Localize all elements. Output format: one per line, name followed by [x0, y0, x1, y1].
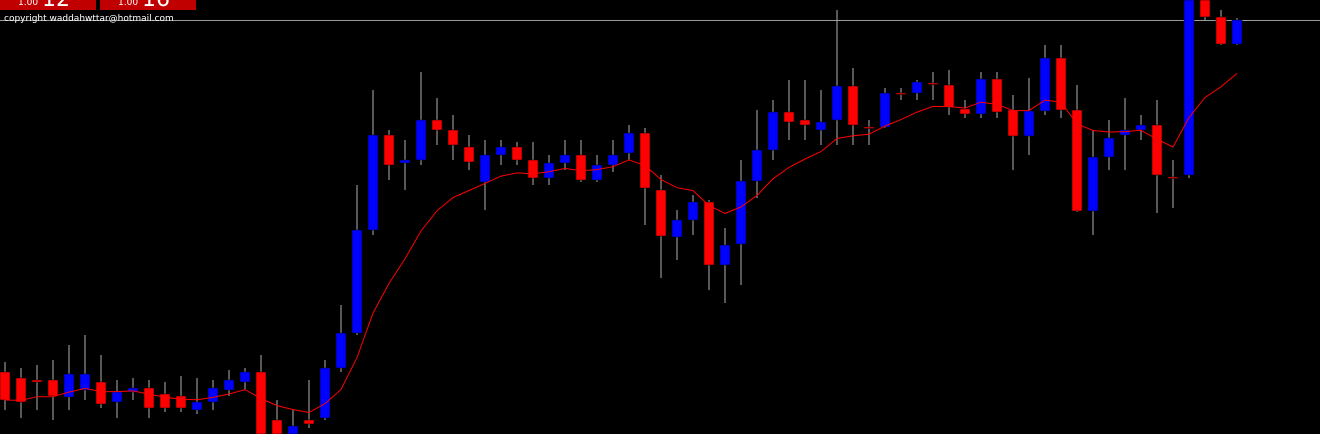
candle-body — [511, 146, 523, 161]
candle-body — [1039, 57, 1051, 112]
candle-body — [47, 379, 59, 397]
candle-body — [1167, 176, 1179, 179]
candle-body — [1199, 0, 1211, 18]
candle-body — [63, 373, 75, 398]
candle-body — [991, 78, 1003, 113]
candle-body — [607, 154, 619, 166]
moving-average — [4, 73, 1238, 414]
candle-body — [799, 119, 811, 126]
candle-body — [207, 387, 219, 403]
candle-body — [975, 78, 987, 115]
box-value: 12 — [42, 0, 70, 12]
candle-body — [1055, 57, 1067, 111]
candle-body — [655, 189, 667, 237]
candle-body — [783, 111, 795, 123]
candle-body — [415, 119, 427, 161]
candle-body — [383, 134, 395, 166]
candle-body — [1071, 109, 1083, 212]
box-label: 1.00 — [18, 0, 38, 8]
candle-body — [175, 395, 187, 409]
candle-body — [15, 377, 27, 403]
candle-body — [479, 154, 491, 183]
candle-body — [847, 85, 859, 126]
candle-body — [111, 391, 123, 403]
candle-body — [191, 401, 203, 411]
header-box — [100, 0, 196, 10]
candle-body — [1135, 124, 1147, 131]
candle-body — [127, 387, 139, 393]
candle-body — [431, 119, 443, 131]
candle-body — [447, 129, 459, 146]
candle-body — [863, 126, 875, 129]
candle-body — [159, 393, 171, 409]
candle-body — [335, 332, 347, 369]
candle-body — [1007, 109, 1019, 137]
box-label: 1.00 — [118, 0, 138, 8]
candle-body — [1231, 19, 1243, 45]
candle-body — [559, 154, 571, 164]
candle-body — [1119, 129, 1131, 136]
candle-body — [911, 81, 923, 94]
candle-body — [751, 149, 763, 182]
candle-body — [527, 159, 539, 179]
candle-body — [639, 132, 651, 189]
candle-body — [31, 379, 43, 383]
candle-body — [1183, 0, 1195, 176]
candle-body — [319, 367, 331, 419]
candle-body — [271, 419, 283, 434]
candle-body — [1087, 156, 1099, 212]
candle-body — [255, 371, 267, 434]
candle-body — [735, 180, 747, 245]
candle-body — [719, 244, 731, 266]
candle-body — [1151, 124, 1163, 176]
candle-body — [399, 159, 411, 164]
candle-body — [239, 371, 251, 383]
candle-body — [815, 121, 827, 131]
candle-body — [575, 154, 587, 181]
candle-body — [351, 229, 363, 334]
box-value: 16 — [142, 0, 170, 12]
candle-body — [143, 387, 155, 409]
candle-body — [303, 419, 315, 425]
candle-body — [1103, 137, 1115, 158]
candle-body — [95, 381, 107, 405]
candle-body — [223, 379, 235, 391]
candle-body — [927, 82, 939, 85]
candle-body — [287, 425, 299, 434]
copyright: copyright waddahwttar@hotmail.com — [4, 14, 174, 24]
candle-body — [831, 85, 843, 121]
plot — [0, 0, 1243, 434]
candle-body — [463, 146, 475, 163]
candle-body — [895, 92, 907, 95]
candle-body — [591, 164, 603, 181]
candle-body — [0, 371, 11, 401]
candle-body — [959, 108, 971, 115]
candle-body — [703, 201, 715, 266]
candle-body — [767, 111, 779, 151]
header-box — [0, 0, 96, 10]
candle-body — [879, 92, 891, 128]
candle-body — [943, 84, 955, 108]
candle-body — [1215, 16, 1227, 45]
candle-body — [671, 219, 683, 238]
candle-body — [495, 146, 507, 156]
candle-body — [79, 373, 91, 391]
candle-body — [1023, 110, 1035, 137]
candle-body — [623, 132, 635, 154]
candle-body — [367, 134, 379, 231]
candle-body — [687, 201, 699, 221]
